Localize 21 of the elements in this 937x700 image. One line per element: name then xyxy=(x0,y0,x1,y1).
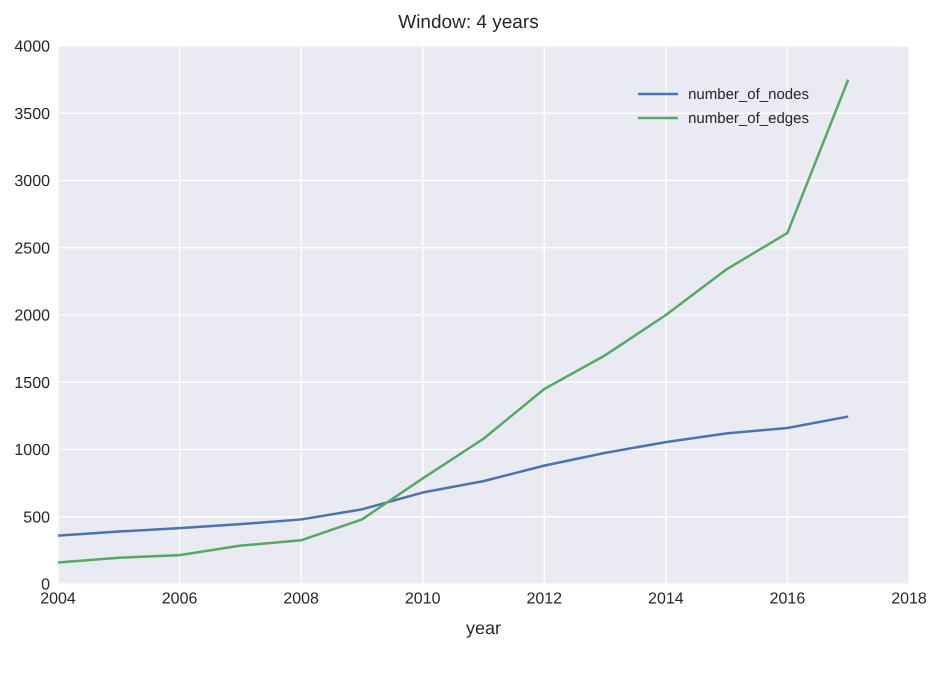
x-tick-label: 2006 xyxy=(162,590,198,608)
line-series xyxy=(58,415,850,537)
y-tick-label: 2500 xyxy=(14,240,50,258)
y-tick-label: 500 xyxy=(23,509,50,526)
line-series xyxy=(58,78,850,564)
x-axis-title: year xyxy=(466,618,502,638)
x-tick-label: 2018 xyxy=(891,590,927,608)
x-tick-label: 2014 xyxy=(648,590,684,608)
x-tick-label: 2016 xyxy=(770,590,806,608)
chart-title: Window: 4 years xyxy=(397,11,540,35)
x-tick-label: 2012 xyxy=(526,590,562,608)
y-tick-label: 1500 xyxy=(14,374,50,392)
legend-label: number_of_edges xyxy=(688,110,809,126)
y-tick-label: 3500 xyxy=(14,106,50,123)
y-tick-label: 4000 xyxy=(14,38,50,56)
x-tick-label: 2008 xyxy=(283,590,320,608)
y-tick-label: 2000 xyxy=(14,308,50,325)
legend-label: number_of_nodes xyxy=(688,86,809,102)
y-tick-label: 1000 xyxy=(14,442,50,460)
y-tick-label: 3000 xyxy=(14,173,50,190)
x-tick-label: 2010 xyxy=(404,590,441,608)
